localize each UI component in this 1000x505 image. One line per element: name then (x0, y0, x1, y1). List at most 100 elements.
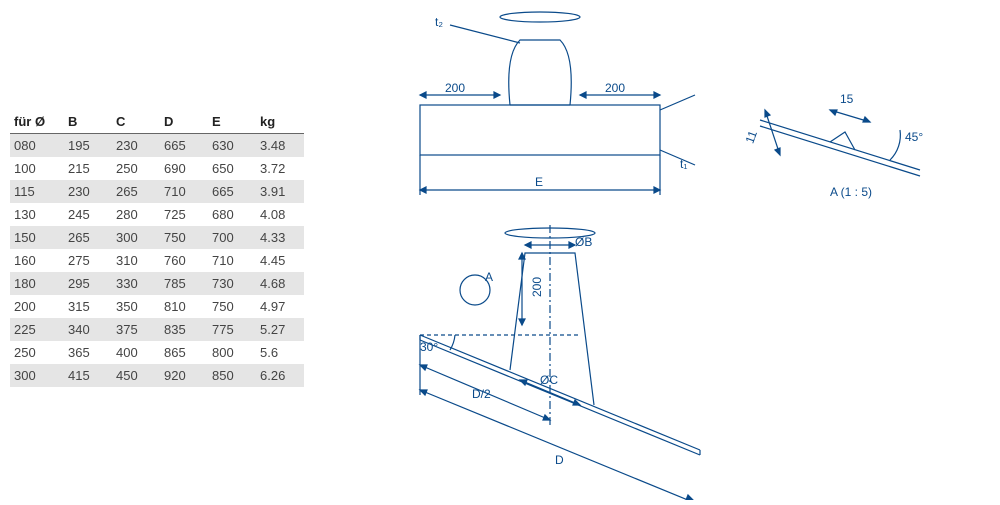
table-row: 1502653007507004.33 (10, 226, 304, 249)
table-cell: 375 (112, 318, 160, 341)
table-cell: 750 (160, 226, 208, 249)
table-cell: 310 (112, 249, 160, 272)
table-cell: 6.26 (256, 364, 304, 387)
table-cell: 835 (160, 318, 208, 341)
col-header: B (64, 110, 112, 134)
table-cell: 330 (112, 272, 160, 295)
table-cell: 450 (112, 364, 160, 387)
table-cell: 245 (64, 203, 112, 226)
label-t2: t₂ (435, 15, 443, 29)
table-cell: 665 (160, 134, 208, 158)
table-row: 0801952306656303.48 (10, 134, 304, 158)
label-detail-title: A (1 : 5) (830, 185, 872, 199)
table-cell: 080 (10, 134, 64, 158)
table-cell: 630 (208, 134, 256, 158)
table-cell: 865 (160, 341, 208, 364)
table-cell: 810 (160, 295, 208, 318)
table-row: 1602753107607104.45 (10, 249, 304, 272)
label-200-right: 200 (605, 81, 625, 95)
table-cell: 710 (160, 180, 208, 203)
table-cell: 215 (64, 157, 112, 180)
table-cell: 4.33 (256, 226, 304, 249)
table-cell: 115 (10, 180, 64, 203)
table-row: 1152302657106653.91 (10, 180, 304, 203)
figure-top: t₂ t₁ 200 200 E (400, 5, 700, 215)
table-cell: 4.45 (256, 249, 304, 272)
table-cell: 665 (208, 180, 256, 203)
table-cell: 4.68 (256, 272, 304, 295)
figure-detail-A: 15 11 45° A (1 : 5) (740, 70, 960, 210)
table-cell: 800 (208, 341, 256, 364)
table-cell: 3.91 (256, 180, 304, 203)
table-cell: 340 (64, 318, 112, 341)
label-30deg: 30° (420, 340, 438, 354)
table-cell: 710 (208, 249, 256, 272)
table-row: 3004154509208506.26 (10, 364, 304, 387)
table-cell: 275 (64, 249, 112, 272)
table-cell: 150 (10, 226, 64, 249)
table-cell: 690 (160, 157, 208, 180)
table-cell: 760 (160, 249, 208, 272)
table-row: 1002152506906503.72 (10, 157, 304, 180)
table-cell: 300 (10, 364, 64, 387)
table-cell: 225 (10, 318, 64, 341)
col-header: D (160, 110, 208, 134)
col-header: E (208, 110, 256, 134)
table-cell: 785 (160, 272, 208, 295)
figure-top-svg (400, 5, 700, 215)
table-cell: 750 (208, 295, 256, 318)
table-cell: 230 (64, 180, 112, 203)
table-row: 2503654008658005.6 (10, 341, 304, 364)
table-cell: 5.6 (256, 341, 304, 364)
table-cell: 3.48 (256, 134, 304, 158)
col-header: C (112, 110, 160, 134)
label-OB: ØB (575, 235, 592, 249)
table-cell: 350 (112, 295, 160, 318)
table-cell: 730 (208, 272, 256, 295)
label-OC: ØC (540, 373, 558, 387)
table-cell: 265 (112, 180, 160, 203)
table-cell: 195 (64, 134, 112, 158)
table-row: 2003153508107504.97 (10, 295, 304, 318)
table-cell: 315 (64, 295, 112, 318)
table-cell: 265 (64, 226, 112, 249)
table-cell: 250 (112, 157, 160, 180)
table-cell: 100 (10, 157, 64, 180)
table-cell: 4.97 (256, 295, 304, 318)
label-15: 15 (840, 92, 853, 106)
table-row: 1802953307857304.68 (10, 272, 304, 295)
label-D: D (555, 453, 564, 467)
dimensions-table: für Ø B C D E kg 0801952306656303.481002… (10, 110, 304, 387)
table-cell: 3.72 (256, 157, 304, 180)
table-cell: 230 (112, 134, 160, 158)
table-cell: 415 (64, 364, 112, 387)
figure-bottom: A 30° ØB 200 ØC D/2 D (380, 225, 740, 500)
label-45deg: 45° (905, 130, 923, 144)
table-cell: 300 (112, 226, 160, 249)
table-cell: 250 (10, 341, 64, 364)
table-cell: 130 (10, 203, 64, 226)
col-header: kg (256, 110, 304, 134)
table-cell: 725 (160, 203, 208, 226)
table-cell: 295 (64, 272, 112, 295)
table-row: 1302452807256804.08 (10, 203, 304, 226)
label-200-left: 200 (445, 81, 465, 95)
table-cell: 400 (112, 341, 160, 364)
table-cell: 200 (10, 295, 64, 318)
table-cell: 4.08 (256, 203, 304, 226)
table-cell: 850 (208, 364, 256, 387)
table-cell: 160 (10, 249, 64, 272)
table-cell: 680 (208, 203, 256, 226)
table-cell: 700 (208, 226, 256, 249)
table-cell: 650 (208, 157, 256, 180)
label-t1: t₁ (680, 157, 687, 171)
col-header: für Ø (10, 110, 64, 134)
label-D2: D/2 (472, 387, 491, 401)
table-cell: 280 (112, 203, 160, 226)
label-200: 200 (530, 277, 544, 297)
table-row: 2253403758357755.27 (10, 318, 304, 341)
table-cell: 180 (10, 272, 64, 295)
table-cell: 775 (208, 318, 256, 341)
table-cell: 920 (160, 364, 208, 387)
table-cell: 365 (64, 341, 112, 364)
